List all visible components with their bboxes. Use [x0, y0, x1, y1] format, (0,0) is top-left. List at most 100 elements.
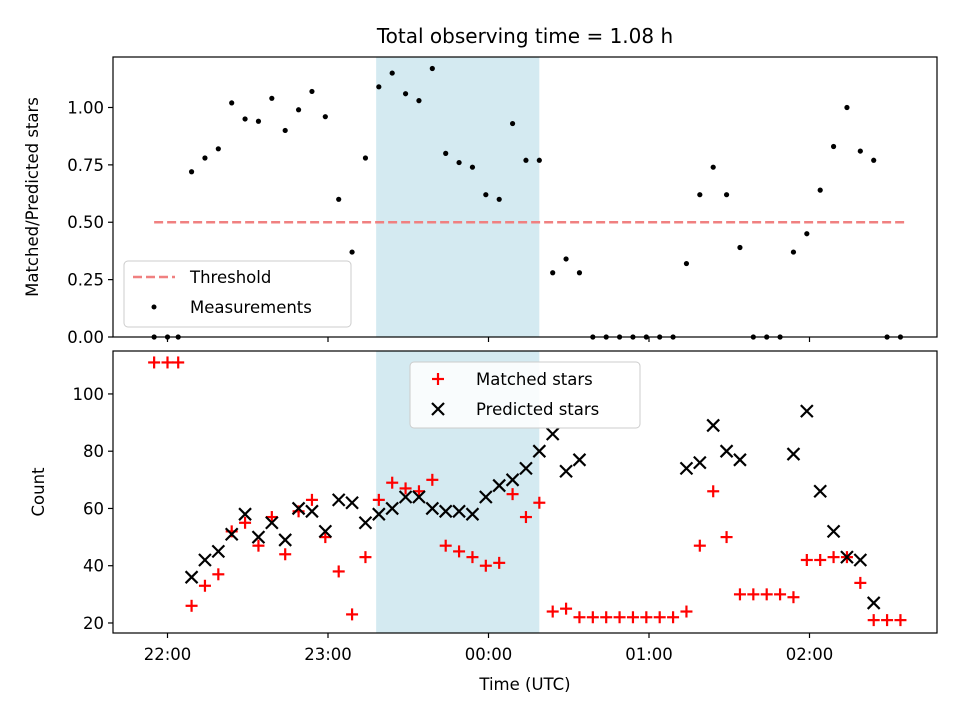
measurement-point	[389, 70, 395, 76]
predicted-star-point	[398, 490, 413, 504]
matched-star-point	[560, 602, 573, 615]
measurement-point	[215, 146, 221, 152]
x-axis-label: Time (UTC)	[478, 675, 570, 694]
matched-star-point	[680, 605, 693, 618]
measurement-point	[188, 169, 195, 175]
measurement-point	[817, 187, 823, 193]
predicted-star-point	[278, 533, 292, 547]
predicted-legend-label: Predicted stars	[476, 400, 599, 419]
measurement-point	[844, 104, 850, 111]
measurement-point	[469, 164, 476, 170]
measurement-point	[723, 192, 730, 198]
matched-star-point	[894, 614, 907, 627]
matched-star-point	[252, 539, 265, 552]
top-legend-box	[123, 260, 352, 328]
x-tick-label: 02:00	[786, 645, 834, 664]
matched-star-point	[881, 614, 894, 627]
matched-star-point	[760, 588, 773, 601]
predicted-star-point	[265, 515, 279, 530]
measurement-point	[376, 84, 382, 90]
matched-star-point	[185, 599, 198, 612]
measurement-point	[416, 98, 422, 104]
predicted-star-point	[291, 501, 306, 516]
predicted-star-point	[572, 453, 587, 467]
predicted-star-point	[693, 455, 707, 470]
top-y-tick-label: 1.00	[67, 98, 104, 117]
measurement-point	[202, 155, 208, 161]
predicted-star-point	[679, 461, 694, 476]
matched-star-point	[466, 551, 479, 564]
top-y-tick-label: 0.75	[67, 156, 104, 175]
bottom-legend: Matched stars Predicted stars	[409, 361, 641, 429]
top-x-ticks	[166, 337, 811, 342]
predicted-star-point	[853, 553, 868, 567]
matched-legend-label: Matched stars	[476, 370, 593, 389]
measurement-point	[443, 150, 449, 156]
predicted-legend-swatch	[431, 402, 445, 416]
bottom-y-tick-label: 80	[83, 442, 104, 461]
bottom-y-ticks: 20 40 60 80 100	[73, 385, 113, 633]
top-y-axis-label: Matched/Predicted stars	[23, 97, 42, 297]
bottom-axes-frame	[112, 350, 938, 634]
matched-star-point	[198, 579, 211, 592]
predicted-star-point	[479, 490, 493, 504]
matched-star-point	[279, 548, 292, 561]
matched-star-point	[640, 611, 653, 624]
matched-star-point	[479, 559, 492, 572]
matched-star-point	[239, 516, 252, 529]
top-y-tick-label: 0.25	[67, 271, 104, 290]
measurement-point	[242, 116, 248, 122]
matched-star-point	[747, 588, 760, 601]
matched-star-point	[426, 473, 439, 486]
predicted-star-point	[198, 553, 212, 567]
bottom-x-ticks: 22:00 23:00 00:00 01:00 02:00	[144, 633, 834, 664]
matched-star-point	[573, 611, 586, 624]
bottom-y-tick-label: 20	[83, 614, 104, 633]
predicted-star-point	[345, 495, 359, 510]
predicted-star-point	[318, 524, 333, 539]
predicted-star-point	[184, 570, 199, 584]
measurement-point	[269, 95, 275, 101]
predicted-star-point	[492, 478, 506, 493]
measurements-legend-label: Measurements	[190, 298, 312, 317]
measurement-point	[295, 107, 302, 113]
matched-star-point	[412, 485, 425, 498]
predicted-star-point	[251, 530, 266, 544]
bottom-legend-box	[409, 361, 641, 429]
predicted-star-point	[305, 504, 319, 519]
top-panel: 0.00 0.25 0.50 0.75 1.00 Matched/Predicted s…	[23, 56, 938, 347]
matched-star-point	[626, 611, 639, 624]
matched-star-point	[720, 531, 733, 544]
measurement-point	[402, 91, 409, 97]
measurement-point	[509, 120, 516, 127]
matched-star-point	[332, 565, 345, 578]
x-tick-label: 00:00	[465, 645, 513, 664]
matched-star-point	[707, 485, 720, 498]
measurements-legend-swatch	[151, 304, 157, 310]
chart-title: Total observing time = 1.08 h	[376, 24, 673, 48]
measurement-point	[456, 159, 462, 166]
measurement-point	[322, 114, 328, 120]
matched-star-point	[305, 493, 318, 506]
measurement-point	[683, 260, 690, 267]
matched-star-point	[319, 531, 332, 544]
top-legend: Threshold Measurements	[123, 260, 352, 328]
predicted-star-point	[438, 504, 453, 519]
measurement-point	[563, 256, 569, 262]
measurement-point	[255, 118, 262, 124]
measurement-point	[362, 155, 369, 161]
measurement-point	[309, 88, 315, 95]
bottom-panel: 20 40 60 80 100 22:00 23:00 00:00 01:00 02:00 Co…	[29, 350, 938, 694]
measurement-point	[830, 143, 837, 150]
measurement-point	[229, 100, 235, 106]
matched-star-point	[161, 356, 174, 369]
measurement-point	[550, 270, 556, 276]
predicted-star-point	[358, 515, 373, 530]
top-y-tick-label: 0.50	[67, 213, 104, 232]
predicted-star-point	[800, 404, 814, 418]
measurement-point	[536, 157, 542, 163]
threshold-legend-label: Threshold	[189, 268, 271, 287]
matched-star-point	[359, 551, 372, 564]
matched-star-point	[653, 611, 666, 624]
matched-star-point	[386, 476, 399, 489]
